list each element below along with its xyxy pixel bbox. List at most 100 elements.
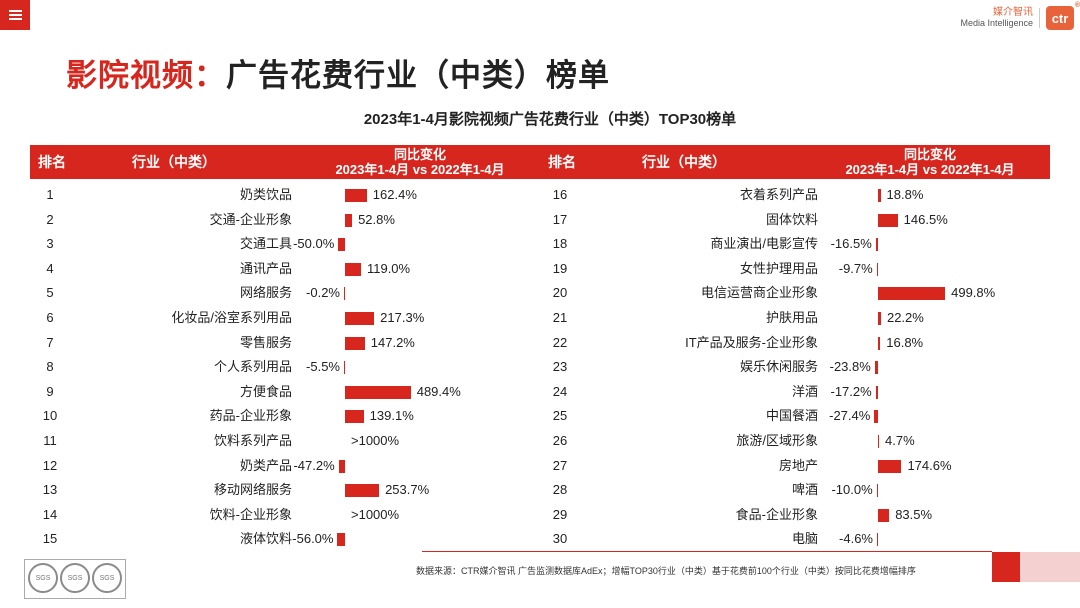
- change-bar: [345, 410, 364, 424]
- rank-cell: 24: [552, 383, 568, 399]
- rank-cell: 5: [46, 285, 54, 301]
- logo-cn-text: 媒介智讯: [993, 7, 1033, 18]
- table-row: 19 女性护理用品 -9.7%: [540, 257, 1050, 281]
- industry-cell: 液体饮料: [239, 531, 292, 547]
- change-value-label: -4.6%: [839, 531, 873, 547]
- table-row: 7 零售服务 147.2%: [30, 331, 540, 355]
- industry-cell: 洋酒: [791, 383, 818, 399]
- change-value-label: 147.2%: [370, 334, 415, 350]
- change-value-label: 18.8%: [886, 187, 924, 202]
- change-bar: [345, 385, 411, 399]
- change-value-label: 119.0%: [366, 260, 411, 276]
- chart-title: 2023年1-4月影院视频广告花费行业（中类）TOP30榜单: [363, 111, 737, 128]
- table-header: 排名 行业（中类） 同比变化 2023年1-4月 vs 2022年1-4月 排名…: [30, 145, 1050, 179]
- rank-cell: 3: [46, 236, 54, 252]
- change-bar: [878, 508, 890, 522]
- change-bar: [345, 262, 361, 276]
- change-bar: [877, 533, 878, 547]
- change-value-label: -56.0%: [292, 531, 334, 547]
- table-row: 8 个人系列用品 -5.5%: [30, 355, 540, 379]
- change-value-label: 83.5%: [895, 506, 933, 522]
- menu-button[interactable]: [0, 0, 30, 30]
- industry-cell: 方便食品: [239, 383, 292, 399]
- industry-cell: 移动网络服务: [213, 482, 292, 498]
- change-value-label: -23.8%: [829, 359, 871, 375]
- change-value-label: 16.8%: [886, 334, 924, 350]
- change-bar: [344, 287, 345, 301]
- change-bar: [878, 189, 881, 202]
- table-row: 29 食品-企业形象 83.5%: [540, 503, 1050, 527]
- table-row: 12 奶类产品 -47.2%: [30, 454, 540, 478]
- change-bar: [337, 533, 345, 547]
- rank-cell: 28: [552, 482, 568, 498]
- header-industry-left: 行业（中类）: [132, 154, 216, 170]
- industry-cell: 固体饮料: [765, 211, 818, 227]
- industry-cell: 房地产: [778, 457, 818, 473]
- table-row: 2 交通-企业形象 52.8%: [30, 208, 540, 232]
- change-bar: [344, 361, 345, 375]
- change-value-label: -16.5%: [830, 236, 872, 252]
- sgs-cert-icon-3: SGS: [92, 563, 122, 593]
- change-value-label: 253.7%: [385, 482, 430, 498]
- change-value-label: -47.2%: [293, 457, 335, 473]
- industry-cell: 女性护理用品: [739, 260, 818, 276]
- table-row: 13 移动网络服务 253.7%: [30, 478, 540, 502]
- change-value-label: >1000%: [351, 506, 400, 522]
- table-row: 3 交通工具 -50.0%: [30, 232, 540, 256]
- table-row: 24 洋酒 -17.2%: [540, 380, 1050, 404]
- table-row: 15 液体饮料 -56.0%: [30, 527, 540, 551]
- industry-cell: 电信运营商企业形象: [700, 285, 818, 301]
- industry-cell: 药品-企业形象: [209, 408, 292, 424]
- table-row: 18 商业演出/电影宣传 -16.5%: [540, 232, 1050, 256]
- header-change-left: 同比变化 2023年1-4月 vs 2022年1-4月: [300, 147, 540, 177]
- table-row: 23 娱乐休闲服务 -23.8%: [540, 355, 1050, 379]
- change-bar: [876, 262, 878, 276]
- industry-cell: 娱乐休闲服务: [739, 359, 818, 375]
- rank-cell: 2: [46, 211, 54, 227]
- change-value-label: -27.4%: [829, 408, 871, 424]
- change-bar: [878, 459, 902, 473]
- change-value-label: 146.5%: [903, 211, 948, 227]
- rank-cell: 1: [46, 187, 54, 202]
- change-bar: [878, 287, 946, 301]
- change-value-label: 22.2%: [886, 310, 924, 325]
- change-bar: [878, 213, 898, 227]
- table-row: 28 啤酒 -10.0%: [540, 478, 1050, 502]
- footer-accent-block: [992, 552, 1020, 582]
- rank-cell: 15: [42, 531, 58, 547]
- change-bar: [338, 238, 345, 252]
- rank-cell: 29: [552, 506, 568, 522]
- table-row: 16 衣着系列产品 18.8%: [540, 183, 1050, 207]
- industry-cell: 奶类产品: [239, 457, 292, 473]
- change-value-label: -10.0%: [831, 482, 873, 498]
- industry-cell: 啤酒: [791, 482, 818, 498]
- change-value-label: 217.3%: [380, 310, 425, 325]
- change-bar: [874, 361, 878, 375]
- industry-cell: 通讯产品: [239, 260, 292, 276]
- change-bar: [875, 385, 878, 399]
- table-row: 9 方便食品 489.4%: [30, 380, 540, 404]
- rank-cell: 30: [552, 531, 568, 547]
- header-change-right-line2: 2023年1-4月 vs 2022年1-4月: [845, 162, 1015, 177]
- change-bar: [878, 312, 881, 325]
- change-value-label: 489.4%: [416, 383, 461, 399]
- table-row: 22 IT产品及服务-企业形象 16.8%: [540, 331, 1050, 355]
- industry-cell: 化妆品/浴室系列用品: [171, 310, 292, 325]
- footer-divider: [422, 551, 992, 552]
- page-title: 影院视频：广告花费行业（中类）榜单: [66, 50, 610, 95]
- change-value-label: -17.2%: [830, 383, 872, 399]
- change-value-label: >1000%: [351, 433, 400, 448]
- registered-mark: ®: [1074, 2, 1080, 9]
- industry-cell: IT产品及服务-企业形象: [685, 334, 818, 350]
- rank-cell: 18: [552, 236, 568, 252]
- industry-cell: 交通工具: [239, 236, 292, 252]
- certification-badges: [24, 559, 126, 599]
- table-row: 6 化妆品/浴室系列用品 217.3%: [30, 306, 540, 330]
- industry-cell: 饮料系列产品: [213, 433, 292, 448]
- header-change-right: 同比变化 2023年1-4月 vs 2022年1-4月: [810, 147, 1050, 177]
- change-bar: [345, 312, 375, 325]
- rank-cell: 22: [552, 334, 568, 350]
- table-row: 17 固体饮料 146.5%: [540, 208, 1050, 232]
- table-row: 10 药品-企业形象 139.1%: [30, 404, 540, 428]
- change-bar: [345, 336, 365, 350]
